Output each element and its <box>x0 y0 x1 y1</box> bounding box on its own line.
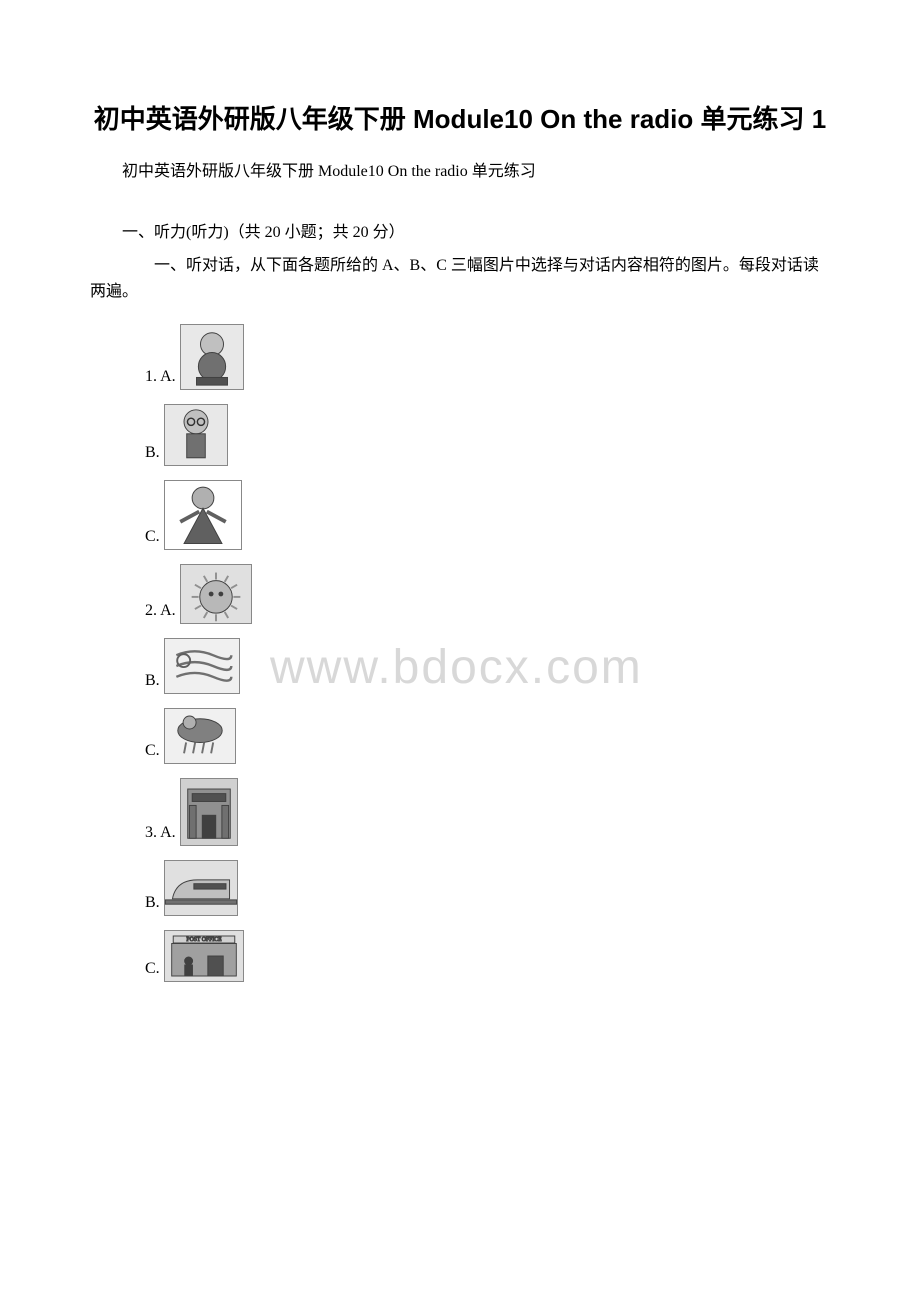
option-label: B. <box>145 894 160 916</box>
option-label: 1. A. <box>145 368 176 390</box>
option-label: 3. A. <box>145 824 176 846</box>
option-label: C. <box>145 742 160 764</box>
option-image <box>164 638 240 694</box>
option-image <box>164 860 238 916</box>
question-option-row: C. <box>90 480 830 550</box>
question-option-row: B. <box>90 404 830 466</box>
section-header: 一、听力(听力)（共 20 小题；共 20 分） <box>90 220 830 246</box>
option-image <box>180 778 238 846</box>
question-option-row: 1. A. <box>90 324 830 390</box>
option-image <box>180 324 244 390</box>
question-option-row: C. <box>90 708 830 764</box>
option-image: POST OFFICE <box>164 930 244 982</box>
option-label: B. <box>145 444 160 466</box>
document-title: 初中英语外研版八年级下册 Module10 On the radio 单元练习 … <box>90 100 830 139</box>
question-option-row: 2. A. <box>90 564 830 624</box>
document-content: 初中英语外研版八年级下册 Module10 On the radio 单元练习 … <box>90 100 830 982</box>
document-subtitle: 初中英语外研版八年级下册 Module10 On the radio 单元练习 <box>90 159 830 185</box>
option-image <box>180 564 252 624</box>
option-label: C. <box>145 528 160 550</box>
option-label: B. <box>145 672 160 694</box>
option-label: C. <box>145 960 160 982</box>
section-instruction: 一、听对话，从下面各题所给的 A、B、C 三幅图片中选择与对话内容相符的图片。每… <box>90 253 830 304</box>
option-image <box>164 404 228 466</box>
option-image <box>164 480 242 550</box>
svg-text:POST OFFICE: POST OFFICE <box>186 937 222 943</box>
option-label: 2. A. <box>145 602 176 624</box>
question-option-row: B. <box>90 860 830 916</box>
question-option-row: C. POST OFFICE <box>90 930 830 982</box>
question-option-row: 3. A. <box>90 778 830 846</box>
questions-list: 1. A. B. C. 2. A. B. C. 3. A. B. C. POST OFFICE <box>90 324 830 982</box>
option-image <box>164 708 236 764</box>
question-option-row: B. <box>90 638 830 694</box>
